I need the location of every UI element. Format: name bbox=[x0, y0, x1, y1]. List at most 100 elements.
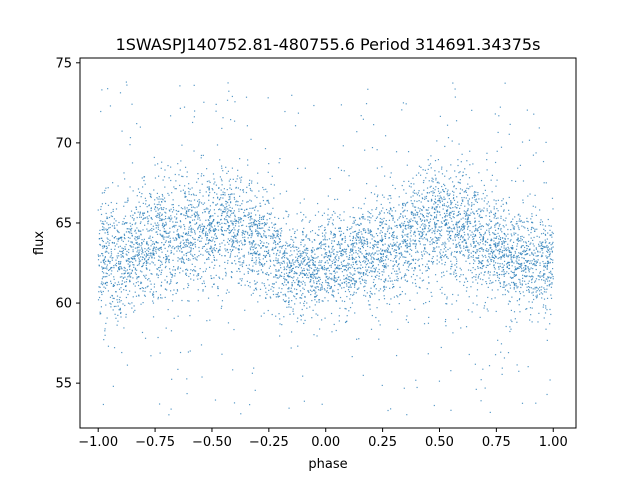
data-point bbox=[513, 288, 515, 290]
data-point bbox=[225, 166, 227, 168]
data-point bbox=[177, 228, 179, 231]
data-point bbox=[269, 254, 271, 256]
data-point bbox=[466, 187, 468, 189]
data-point bbox=[497, 257, 499, 260]
data-point bbox=[165, 212, 167, 214]
data-point bbox=[247, 237, 249, 239]
data-point bbox=[101, 293, 103, 296]
data-point bbox=[466, 214, 468, 217]
data-point bbox=[367, 300, 370, 302]
data-point bbox=[174, 275, 176, 277]
data-point bbox=[513, 232, 515, 234]
data-point bbox=[392, 215, 394, 217]
data-point bbox=[390, 408, 392, 410]
data-point bbox=[232, 242, 234, 245]
data-point bbox=[336, 267, 339, 269]
data-point bbox=[518, 267, 520, 269]
data-point bbox=[238, 258, 240, 260]
data-point bbox=[475, 210, 478, 212]
data-point bbox=[443, 196, 445, 198]
data-point bbox=[191, 231, 193, 233]
data-point bbox=[351, 302, 354, 304]
data-point bbox=[354, 281, 356, 283]
data-point bbox=[504, 233, 506, 236]
data-point bbox=[330, 266, 332, 268]
data-point bbox=[468, 220, 470, 223]
data-point bbox=[363, 229, 365, 232]
data-point bbox=[421, 231, 424, 234]
data-point bbox=[156, 216, 158, 218]
data-point bbox=[551, 231, 553, 233]
data-point bbox=[267, 251, 270, 253]
data-point bbox=[407, 236, 409, 238]
data-point bbox=[494, 214, 496, 216]
data-point bbox=[544, 233, 547, 236]
data-point bbox=[296, 293, 298, 295]
data-point bbox=[121, 351, 123, 354]
data-point bbox=[513, 234, 515, 236]
data-point bbox=[450, 409, 452, 411]
data-point bbox=[290, 276, 292, 279]
data-point bbox=[478, 248, 480, 250]
data-point bbox=[335, 280, 338, 282]
data-point bbox=[519, 215, 521, 217]
data-point bbox=[129, 268, 131, 271]
data-point bbox=[255, 283, 257, 285]
data-point bbox=[111, 301, 114, 303]
data-point bbox=[305, 247, 308, 249]
data-point bbox=[507, 209, 510, 211]
data-point bbox=[450, 164, 452, 166]
data-point bbox=[336, 271, 338, 273]
data-point bbox=[427, 267, 429, 269]
data-point bbox=[328, 250, 330, 252]
data-point bbox=[304, 256, 306, 259]
data-point bbox=[536, 235, 538, 237]
data-point bbox=[129, 222, 131, 224]
data-point bbox=[550, 297, 553, 299]
data-point bbox=[239, 264, 241, 266]
data-point bbox=[165, 221, 167, 223]
data-point bbox=[163, 197, 166, 199]
data-point bbox=[280, 291, 282, 294]
data-point bbox=[309, 261, 311, 263]
data-point bbox=[328, 283, 330, 285]
data-point bbox=[320, 241, 322, 243]
data-point bbox=[432, 238, 434, 240]
data-point bbox=[101, 89, 103, 91]
data-point bbox=[385, 256, 388, 259]
data-point bbox=[234, 214, 236, 216]
data-point bbox=[426, 220, 428, 222]
data-point bbox=[201, 276, 203, 278]
data-point bbox=[109, 223, 111, 225]
data-point bbox=[339, 226, 341, 229]
data-point bbox=[333, 233, 335, 235]
data-point bbox=[233, 328, 235, 331]
data-point bbox=[215, 184, 218, 186]
data-point bbox=[356, 260, 358, 262]
data-point bbox=[341, 250, 343, 252]
data-point bbox=[516, 287, 518, 289]
data-point bbox=[347, 278, 349, 280]
data-point bbox=[524, 227, 526, 229]
data-point bbox=[164, 266, 167, 269]
data-point bbox=[358, 272, 360, 274]
data-point bbox=[305, 274, 307, 276]
data-point bbox=[406, 202, 408, 204]
data-point bbox=[378, 338, 380, 340]
data-point bbox=[466, 220, 469, 223]
data-point bbox=[521, 235, 523, 237]
data-point bbox=[110, 253, 113, 255]
data-point bbox=[441, 173, 444, 175]
data-point bbox=[527, 240, 530, 243]
data-point bbox=[519, 292, 522, 295]
data-point bbox=[310, 293, 312, 296]
data-point bbox=[273, 236, 275, 238]
data-point bbox=[348, 256, 350, 259]
data-point bbox=[333, 290, 335, 292]
data-point bbox=[368, 304, 370, 306]
data-point bbox=[324, 297, 326, 299]
data-point bbox=[239, 217, 242, 219]
data-point bbox=[107, 224, 110, 226]
data-point bbox=[134, 212, 136, 214]
data-point bbox=[226, 219, 228, 221]
